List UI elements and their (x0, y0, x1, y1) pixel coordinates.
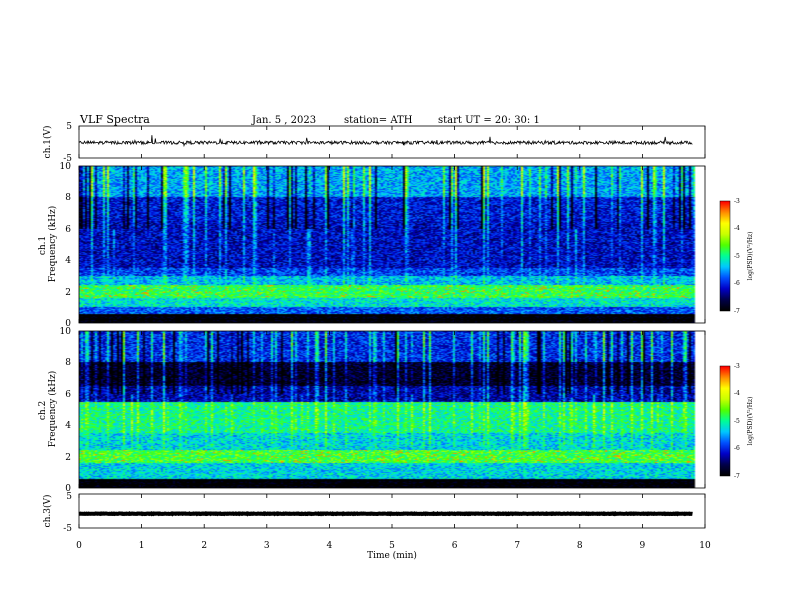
ch1-ytick-6: 6 (65, 225, 71, 235)
ch1-colorbar: -3 -4 -5 -6 -7 log(PSD)(V²/Hz) (719, 198, 754, 315)
ch2-ytick-4: 4 (65, 421, 71, 431)
ch2-cb-tick-m5: -5 (734, 418, 740, 425)
time-axis-label: Time (min) (367, 550, 417, 561)
ch2-colorbar-label: log(PSD)(V²/Hz) (747, 397, 754, 446)
ch2-ytick-2: 2 (65, 453, 71, 463)
ch3-waveform-frame (78, 493, 706, 529)
ch1-waveform-trace (78, 135, 693, 148)
ch2-ylabel-line2: Frequency (kHz) (47, 371, 58, 448)
ch1-ylabel-line1: ch.1 (38, 236, 48, 255)
ch2-spectrogram-y-ticks: 10 8 6 4 2 0 (60, 327, 72, 494)
ch2-ytick-6: 6 (65, 390, 71, 400)
ch1-spectrogram-heatmap (79, 166, 705, 323)
ch1-colorbar-gradient (720, 201, 730, 311)
ch1-ytick-bottom: -5 (63, 154, 72, 164)
ch2-spectrogram-ylabel: ch.2 Frequency (kHz) (38, 371, 58, 448)
x-tick-label-8: 8 (577, 541, 583, 551)
ch2-ylabel-line1: ch.2 (38, 401, 48, 420)
x-tick-label-3: 3 (264, 541, 270, 551)
station-label: station= ATH (344, 115, 413, 126)
ch1-waveform-ylabel: ch.1(V) (42, 126, 53, 159)
figure-title: VLF Spectra (79, 113, 150, 126)
ch2-spectrogram-panel: 10 8 6 4 2 0 ch.2 Frequency (kHz) -3 -4 … (38, 327, 754, 494)
ch1-ytick-8: 8 (65, 193, 71, 203)
ch1-spectrogram-panel: 10 8 6 4 2 0 ch.1 Frequency (kHz) -3 -4 … (38, 162, 754, 329)
date-label: Jan. 5 , 2023 (251, 115, 316, 126)
ch1-cb-tick-m3: -3 (734, 198, 740, 205)
ch1-waveform-panel: 5 -5 ch.1(V) (42, 122, 706, 164)
ch1-waveform-frame (78, 125, 706, 159)
x-tick-label-6: 6 (452, 541, 458, 551)
ch2-colorbar: -3 -4 -5 -6 -7 log(PSD)(V²/Hz) (719, 363, 754, 480)
ch2-ytick-10: 10 (60, 327, 72, 337)
ch1-spectrogram-y-ticks: 10 8 6 4 2 0 (60, 162, 72, 329)
start-time-label: start UT = 20: 30: 1 (438, 115, 540, 126)
ch3-waveform-ylabel: ch.3(V) (42, 495, 53, 528)
x-tick-label-4: 4 (327, 541, 333, 551)
x-tick-label-1: 1 (139, 541, 145, 551)
ch2-cb-tick-m4: -4 (734, 390, 740, 397)
ch1-cb-tick-m4: -4 (734, 225, 740, 232)
ch1-colorbar-label: log(PSD)(V²/Hz) (747, 232, 754, 281)
ch3-ytick-top: 5 (66, 492, 72, 502)
time-axis-ticks: 0 1 2 3 4 5 6 7 8 9 10 (76, 541, 711, 551)
ch2-ytick-8: 8 (65, 358, 71, 368)
x-tick-label-0: 0 (76, 541, 82, 551)
ch1-ytick-2: 2 (65, 288, 71, 298)
ch3-waveform-trace (78, 510, 693, 517)
ch1-spectrogram-ylabel: ch.1 Frequency (kHz) (38, 206, 58, 283)
ch1-ytick-10: 10 (60, 162, 72, 172)
ch2-spectrogram-heatmap (79, 331, 705, 488)
ch1-ytick-0: 0 (65, 319, 71, 329)
ch1-cb-tick-m6: -6 (734, 280, 740, 287)
x-tick-label-5: 5 (389, 541, 395, 551)
x-tick-label-2: 2 (201, 541, 207, 551)
ch2-ytick-0: 0 (65, 484, 71, 494)
ch1-cb-tick-m5: -5 (734, 253, 740, 260)
ch3-waveform-panel: 5 -5 ch.3(V) (42, 492, 706, 534)
ch1-ytick-4: 4 (65, 256, 71, 266)
x-tick-label-7: 7 (514, 541, 520, 551)
ch2-cb-tick-m7: -7 (734, 473, 740, 480)
ch2-colorbar-frame (719, 365, 731, 477)
ch1-ytick-top: 5 (66, 122, 72, 132)
ch2-cb-tick-m6: -6 (734, 445, 740, 452)
ch2-cb-tick-m3: -3 (734, 363, 740, 370)
ch1-ylabel-line2: Frequency (kHz) (47, 206, 58, 283)
x-tick-label-10: 10 (699, 541, 711, 551)
ch3-ytick-bottom: -5 (63, 524, 72, 534)
ch1-cb-tick-m7: -7 (734, 308, 740, 315)
ch2-colorbar-gradient (720, 366, 730, 476)
x-tick-label-9: 9 (640, 541, 646, 551)
ch1-colorbar-frame (719, 200, 731, 312)
